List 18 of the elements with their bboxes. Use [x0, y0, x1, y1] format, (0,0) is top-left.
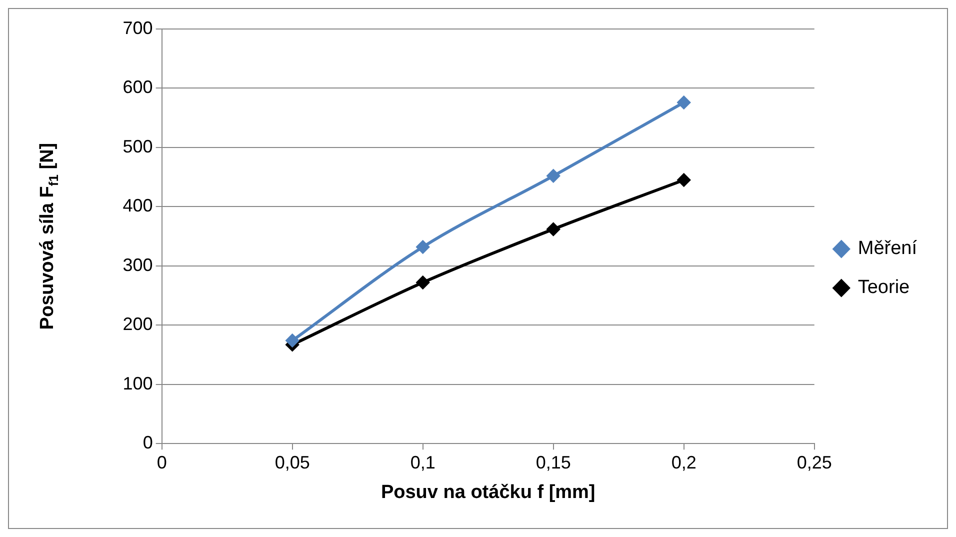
x-tick-label: 0,15: [536, 452, 571, 472]
legend-label: Měření: [858, 238, 918, 260]
x-tick-label: 0,25: [796, 452, 832, 472]
x-axis-title: Posuv na otáčku f [mm]: [380, 482, 596, 503]
legend-label: Teorie: [858, 277, 910, 298]
x-tick-label: 0: [156, 452, 167, 472]
y-axis-title: Posuvová síla Ff1 [N]: [37, 142, 61, 330]
x-tick-label: 0,2: [671, 452, 696, 472]
y-tick-label: 100: [122, 373, 153, 394]
x-tick-label: 0,1: [410, 452, 436, 472]
x-tick-label: 0,05: [274, 452, 310, 472]
y-tick-label: 300: [122, 254, 153, 275]
y-tick-label: 0: [142, 432, 153, 453]
y-tick-label: 600: [122, 77, 153, 98]
y-tick-label: 500: [122, 136, 153, 156]
y-tick-label: 200: [122, 314, 153, 334]
y-tick-label: 400: [122, 196, 153, 216]
y-tick-label: 700: [122, 18, 153, 38]
